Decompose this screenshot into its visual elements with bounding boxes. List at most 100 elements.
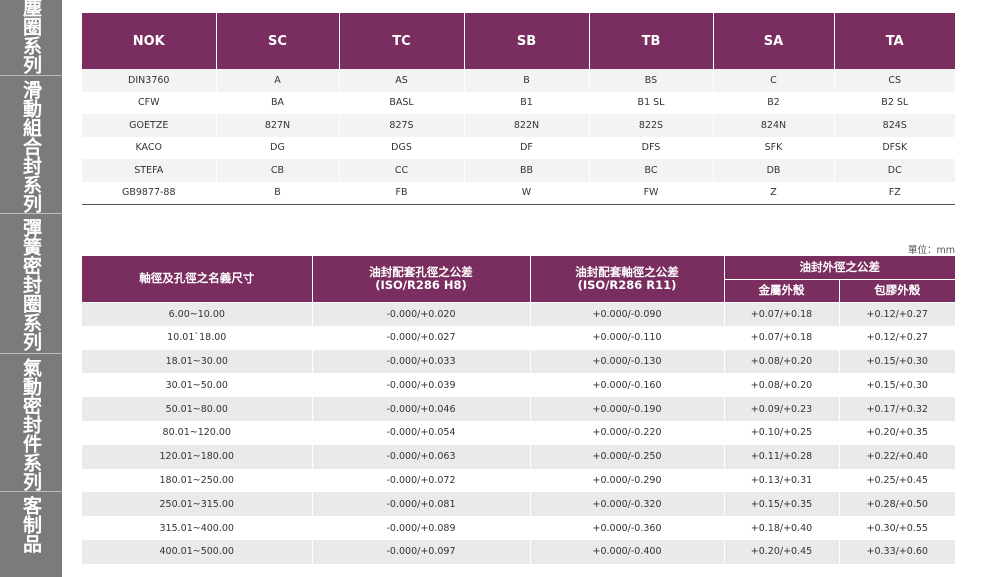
table-cell: GOETZE bbox=[82, 114, 217, 137]
table-cell: BS bbox=[589, 69, 714, 92]
table-cell: Z bbox=[713, 181, 835, 205]
table-cell: +0.20/+0.45 bbox=[724, 539, 840, 564]
table-cell: +0.09/+0.23 bbox=[724, 397, 840, 421]
sidebar-item-spring-seal[interactable]: 彈簧密封圈系列 bbox=[0, 214, 62, 354]
table-cell: GB9877-88 bbox=[82, 181, 217, 205]
table-cell: -0.000/+0.033 bbox=[312, 349, 531, 374]
table-row: CFW BA BASL B1 B1 SL B2 B2 SL bbox=[82, 91, 955, 114]
column-header: SC bbox=[216, 13, 340, 69]
table-cell: FW bbox=[589, 181, 714, 205]
table-cell: 822N bbox=[464, 114, 590, 137]
table-cell: -0.000/+0.054 bbox=[312, 420, 531, 445]
table-cell: +0.12/+0.27 bbox=[839, 325, 955, 350]
shaft-header-line1: 油封配套軸徑之公差 bbox=[575, 264, 679, 279]
table-cell: B1 bbox=[464, 91, 590, 114]
column-header: SB bbox=[464, 13, 590, 69]
table-cell: DIN3760 bbox=[82, 69, 217, 92]
table-cell: DFSK bbox=[834, 136, 955, 159]
table-header-row: 軸徑及孔徑之名義尺寸 油封配套孔徑之公差 (ISO/R286 H8) 油封配套軸… bbox=[82, 256, 955, 303]
table-cell: -0.000/+0.046 bbox=[312, 397, 531, 421]
table-cell: CB bbox=[216, 159, 340, 182]
table-row: STEFA CB CC BB BC DB DC bbox=[82, 159, 955, 182]
table-row: 30.01~50.00 -0.000/+0.039 +0.000/-0.160 +0.… bbox=[82, 373, 955, 398]
table-row: 6.00~10.00 -0.000/+0.020 +0.000/-0.090 +0.0… bbox=[82, 302, 955, 326]
table-cell: DC bbox=[834, 159, 955, 182]
table-cell: +0.000/-0.400 bbox=[530, 539, 725, 564]
shaft-header-line2: (ISO/R286 R11) bbox=[577, 277, 677, 292]
table-row: DIN3760 A AS B BS C CS bbox=[82, 69, 955, 92]
table-cell: +0.000/-0.250 bbox=[530, 444, 725, 469]
table-cell: 80.01~120.00 bbox=[82, 420, 313, 445]
table-subheader-row: 金屬外殼 包膠外殼 bbox=[82, 279, 955, 303]
bore-tolerance-header: 油封配套孔徑之公差 (ISO/R286 H8) bbox=[312, 256, 531, 303]
table-cell: 315.01~400.00 bbox=[82, 516, 313, 540]
table-cell: +0.000/-0.290 bbox=[530, 468, 725, 493]
table-cell: CC bbox=[339, 159, 465, 182]
table-cell: C bbox=[713, 69, 835, 92]
table-cell: 120.01~180.00 bbox=[82, 444, 313, 469]
table-row: 315.01~400.00 -0.000/+0.089 +0.000/-0.360 +… bbox=[82, 516, 955, 540]
column-header: TA bbox=[834, 13, 955, 69]
table-cell: +0.20/+0.35 bbox=[839, 420, 955, 445]
table-cell: 50.01~80.00 bbox=[82, 397, 313, 421]
table-cell: -0.000/+0.063 bbox=[312, 444, 531, 469]
table-cell: BASL bbox=[339, 91, 465, 114]
table-row: 180.01~250.00 -0.000/+0.072 +0.000/-0.290 +… bbox=[82, 468, 955, 493]
table-cell: +0.11/+0.28 bbox=[724, 444, 840, 469]
column-header: NOK bbox=[82, 13, 217, 69]
table-cell: +0.15/+0.30 bbox=[839, 349, 955, 374]
bore-header-line1: 油封配套孔徑之公差 bbox=[369, 264, 473, 279]
table-cell: -0.000/+0.097 bbox=[312, 539, 531, 564]
table-row: KACO DG DGS DF DFS SFK DFSK bbox=[82, 136, 955, 159]
table-cell: +0.000/-0.110 bbox=[530, 325, 725, 350]
sidebar-item-sliding-seal[interactable]: 滑動組合封系列 bbox=[0, 76, 62, 214]
table-row: GB9877-88 B FB W FW Z FZ bbox=[82, 181, 955, 205]
table-cell: B2 bbox=[713, 91, 835, 114]
table-header-row: NOK SC TC SB TB SA TA bbox=[82, 13, 955, 69]
table-cell: 250.01~315.00 bbox=[82, 492, 313, 517]
table-cell: +0.000/-0.160 bbox=[530, 373, 725, 398]
table-cell: -0.000/+0.081 bbox=[312, 492, 531, 517]
table-cell: +0.000/-0.130 bbox=[530, 349, 725, 374]
table-cell: -0.000/+0.027 bbox=[312, 325, 531, 350]
table-cell: +0.08/+0.20 bbox=[724, 349, 840, 374]
brand-cross-reference-table: NOK SC TC SB TB SA TA DIN3760 A AS B BS C CS CF… bbox=[82, 13, 955, 205]
sidebar-item-label: 客制品 bbox=[20, 496, 42, 553]
table-cell: B2 SL bbox=[834, 91, 955, 114]
category-sidebar: 塵圈系列 滑動組合封系列 彈簧密封圈系列 氣動密封件系列 客制品 bbox=[0, 0, 62, 577]
sidebar-item-dust-seal[interactable]: 塵圈系列 bbox=[0, 0, 62, 76]
column-header: TC bbox=[339, 13, 465, 69]
shaft-tolerance-header: 油封配套軸徑之公差 (ISO/R286 R11) bbox=[530, 256, 725, 303]
table-row: 250.01~315.00 -0.000/+0.081 +0.000/-0.320 +… bbox=[82, 492, 955, 517]
table-cell: BB bbox=[464, 159, 590, 182]
table-cell: +0.15/+0.30 bbox=[839, 373, 955, 398]
table-cell: DB bbox=[713, 159, 835, 182]
table-cell: A bbox=[216, 69, 340, 92]
table-cell: -0.000/+0.039 bbox=[312, 373, 531, 398]
table-cell: +0.33/+0.60 bbox=[839, 539, 955, 564]
table-cell: DG bbox=[216, 136, 340, 159]
sidebar-item-label: 氣動密封件系列 bbox=[20, 358, 42, 491]
table-cell: AS bbox=[339, 69, 465, 92]
table-cell: B1 SL bbox=[589, 91, 714, 114]
sidebar-item-pneumatic-seal[interactable]: 氣動密封件系列 bbox=[0, 354, 62, 492]
table-cell: +0.000/-0.360 bbox=[530, 516, 725, 540]
size-header: 軸徑及孔徑之名義尺寸 bbox=[82, 256, 313, 303]
sidebar-item-custom[interactable]: 客制品 bbox=[0, 492, 62, 577]
table-row: 18.01~30.00 -0.000/+0.033 +0.000/-0.130 +0.… bbox=[82, 349, 955, 374]
table-cell: +0.13/+0.31 bbox=[724, 468, 840, 493]
table-cell: 824S bbox=[834, 114, 955, 137]
table-cell: CFW bbox=[82, 91, 217, 114]
tolerance-table: 軸徑及孔徑之名義尺寸 油封配套孔徑之公差 (ISO/R286 H8) 油封配套軸… bbox=[82, 256, 955, 564]
column-header: SA bbox=[713, 13, 835, 69]
table-cell: W bbox=[464, 181, 590, 205]
table-cell: -0.000/+0.020 bbox=[312, 302, 531, 326]
table-cell: +0.07/+0.18 bbox=[724, 302, 840, 326]
table-cell: 400.01~500.00 bbox=[82, 539, 313, 564]
table-cell: BC bbox=[589, 159, 714, 182]
table-cell: SFK bbox=[713, 136, 835, 159]
table-cell: CS bbox=[834, 69, 955, 92]
table-cell: 827S bbox=[339, 114, 465, 137]
bore-header-line2: (ISO/R286 H8) bbox=[375, 277, 467, 292]
table-cell: FZ bbox=[834, 181, 955, 205]
